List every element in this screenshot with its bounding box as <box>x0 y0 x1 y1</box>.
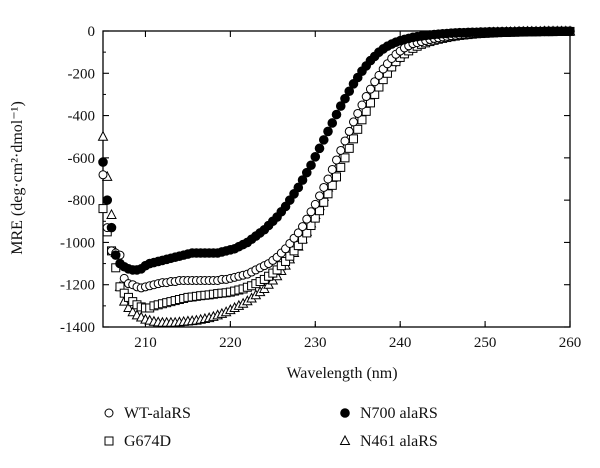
data-point-n461-alars <box>106 208 117 219</box>
y-tick-label: -1200 <box>60 278 95 294</box>
legend-label-n461-alars: N461 alaRS <box>360 433 438 450</box>
data-point-wt-alars <box>323 174 333 184</box>
data-point-n461-alars <box>97 130 109 141</box>
data-point-wt-alars <box>302 214 312 224</box>
data-point-n700-alars <box>335 101 346 111</box>
legend-label-n700-alars: N700 alaRS <box>360 405 438 422</box>
data-point-g674d <box>336 162 346 172</box>
y-axis-title: MRE (deg·cm²·dmol⁻¹) <box>9 101 26 255</box>
data-point-wt-alars <box>374 70 384 80</box>
y-tick-label: -1400 <box>60 320 95 336</box>
y-tick-label: 0 <box>88 24 96 40</box>
data-point-wt-alars <box>353 108 363 118</box>
legend-marker-n461-alars <box>339 434 351 445</box>
data-point-g674d <box>340 153 350 163</box>
data-point-n461-alars <box>123 301 134 312</box>
data-point-n700-alars <box>327 118 338 128</box>
data-point-n700-alars <box>331 109 342 120</box>
data-point-wt-alars <box>357 100 367 110</box>
data-point-wt-alars <box>327 164 337 174</box>
data-point-n700-alars <box>314 143 325 154</box>
data-point-wt-alars <box>361 92 371 102</box>
data-point-g674d <box>332 172 341 182</box>
x-tick-label: 240 <box>389 335 412 351</box>
legend-marker-g674d <box>104 436 114 446</box>
x-tick-label: 220 <box>219 335 242 351</box>
data-point-n700-alars <box>565 26 575 37</box>
data-point-n700-alars <box>297 175 308 185</box>
legend: WT-alaRS G674D N700 alaRS N461 alaRS <box>104 405 438 450</box>
series-wt-alars <box>98 26 575 293</box>
y-tick-label: -1000 <box>60 235 95 251</box>
data-point-n700-alars <box>106 222 117 233</box>
data-point-n700-alars <box>323 126 333 137</box>
x-tick-label: 210 <box>134 335 157 351</box>
y-tick-label: -800 <box>68 193 96 209</box>
data-point-wt-alars <box>344 126 354 136</box>
y-tick-label: -400 <box>68 109 96 125</box>
data-markers <box>97 25 576 327</box>
data-point-wt-alars <box>319 182 329 192</box>
data-point-g674d <box>348 134 358 144</box>
data-point-wt-alars <box>370 77 380 87</box>
data-point-wt-alars <box>310 199 320 209</box>
data-point-wt-alars <box>332 155 341 165</box>
data-point-n700-alars <box>318 135 329 145</box>
data-point-wt-alars <box>306 207 316 217</box>
y-tick-label: -600 <box>68 151 96 167</box>
data-point-g674d <box>98 204 108 214</box>
data-point-n700-alars <box>340 93 350 104</box>
axes: 210 220 230 240 250 260 0 -200 -400 -600 -800 -1000… <box>60 24 581 351</box>
x-tick-label: 230 <box>304 335 327 351</box>
data-point-wt-alars <box>348 117 358 127</box>
x-axis-title: Wavelength (nm) <box>286 365 397 382</box>
data-point-wt-alars <box>98 170 108 180</box>
data-point-n700-alars <box>98 157 108 167</box>
data-point-wt-alars <box>315 191 325 201</box>
x-tick-label: 260 <box>559 335 582 351</box>
data-point-n700-alars <box>102 195 113 205</box>
data-point-n700-alars <box>301 167 312 178</box>
data-point-g674d <box>353 124 363 134</box>
legend-marker-n700-alars <box>340 408 350 418</box>
data-point-wt-alars <box>340 136 350 146</box>
data-point-n700-alars <box>310 152 321 162</box>
y-tick-label: -200 <box>68 66 96 82</box>
data-point-n700-alars <box>110 250 121 260</box>
data-point-wt-alars <box>293 228 303 238</box>
legend-label-g674d: G674D <box>124 433 171 450</box>
legend-marker-wt-alars <box>104 408 114 418</box>
data-point-wt-alars <box>365 84 375 94</box>
data-point-n700-alars <box>293 182 304 193</box>
data-point-n700-alars <box>306 160 316 171</box>
data-point-n700-alars <box>344 86 355 97</box>
x-tick-label: 250 <box>474 335 497 351</box>
data-point-wt-alars <box>298 222 308 232</box>
legend-label-wt-alars: WT-alaRS <box>124 405 191 422</box>
data-point-wt-alars <box>336 145 346 155</box>
data-point-g674d <box>344 143 354 153</box>
series-n700-alars <box>98 26 575 275</box>
